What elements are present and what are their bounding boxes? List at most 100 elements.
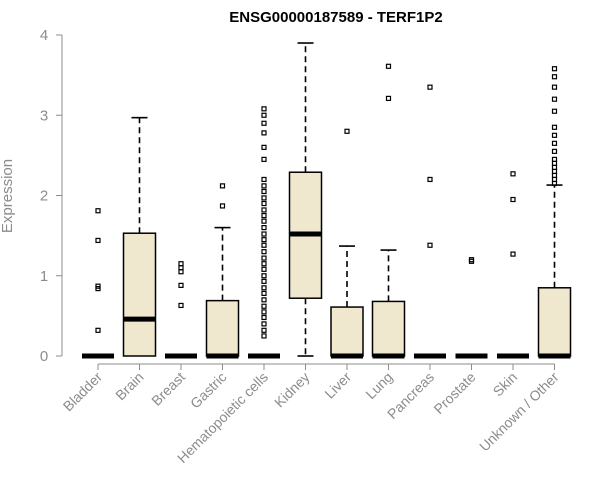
outlier-point <box>261 237 267 243</box>
outlier-point <box>551 148 558 154</box>
box-iqr <box>371 300 406 357</box>
box-group <box>497 171 529 359</box>
outlier-point <box>551 132 558 138</box>
outlier-point <box>95 327 101 333</box>
outlier-point <box>261 231 267 237</box>
y-tick-label: 1 <box>40 268 48 285</box>
x-tick-label: Brain <box>112 369 146 403</box>
outlier-point <box>178 265 184 271</box>
outlier-point <box>261 130 267 136</box>
outlier-point <box>261 273 267 279</box>
outlier-point <box>261 200 267 207</box>
outlier-point <box>510 171 516 177</box>
outlier-point <box>178 269 184 275</box>
box-iqr <box>122 232 157 357</box>
outlier-point <box>385 63 392 69</box>
box-group <box>248 106 280 359</box>
outlier-point <box>261 176 267 183</box>
outlier-point <box>261 266 267 272</box>
outlier-point <box>178 302 184 309</box>
outlier-point <box>551 140 558 146</box>
outlier-point <box>261 278 267 284</box>
x-tick-label: Liver <box>321 369 354 402</box>
outlier-point <box>261 120 267 126</box>
outlier-point <box>261 212 267 219</box>
outlier-point <box>261 314 267 321</box>
outlier-point <box>261 327 267 333</box>
outlier-point <box>551 164 558 171</box>
outlier-point <box>219 183 226 189</box>
box-group <box>122 116 157 357</box>
outlier-point <box>427 176 433 183</box>
outlier-point <box>261 195 267 201</box>
box-group <box>330 128 364 359</box>
x-tick-label: Unknown / Other <box>476 369 562 455</box>
outlier-point <box>261 297 267 303</box>
outlier-point <box>551 160 558 166</box>
x-tick-label: Bladder <box>60 369 106 415</box>
box-group <box>455 257 488 359</box>
outlier-point <box>551 96 558 102</box>
boxes <box>82 42 572 359</box>
outlier-point <box>261 188 267 195</box>
x-tick-label: Skin <box>490 369 521 400</box>
y-tick-label: 4 <box>40 27 48 44</box>
outlier-point <box>551 84 558 90</box>
outlier-point <box>551 74 558 80</box>
outlier-point <box>551 176 558 183</box>
y-tick-label: 2 <box>40 188 48 205</box>
y-tick-label: 0 <box>40 348 48 365</box>
box-iqr <box>205 299 240 357</box>
outlier-point <box>261 321 267 327</box>
outlier-point <box>261 112 267 118</box>
outlier-point <box>551 168 558 175</box>
outlier-point <box>261 106 267 112</box>
outlier-point <box>510 251 516 257</box>
outlier-point <box>551 124 558 130</box>
outlier-point <box>219 203 226 209</box>
outlier-point <box>261 309 267 315</box>
outlier-point <box>261 261 267 267</box>
outlier-point <box>261 207 267 213</box>
x-tick-label: Lung <box>362 369 395 402</box>
x-tick-label: Kidney <box>271 369 313 411</box>
outlier-point <box>344 128 350 134</box>
outlier-point <box>551 156 558 162</box>
x-tick-label: Breast <box>148 369 188 409</box>
outlier-point <box>551 108 558 114</box>
box-iqr <box>330 306 364 357</box>
box-group <box>165 261 197 359</box>
outlier-point <box>178 261 184 267</box>
outlier-point <box>261 333 267 339</box>
box-group <box>82 208 114 359</box>
box-group <box>371 63 406 359</box>
box-group <box>537 66 572 359</box>
outlier-point <box>95 237 101 244</box>
outlier-point <box>95 283 101 289</box>
outlier-point <box>427 242 433 248</box>
outlier-point <box>385 95 392 101</box>
axes: 0 1 2 3 4 <box>40 27 555 365</box>
outlier-point <box>261 303 267 309</box>
outlier-point <box>261 183 267 189</box>
outlier-point <box>261 225 267 231</box>
chart-title: ENSG00000187589 - TERF1P2 <box>229 9 442 26</box>
outlier-point <box>261 156 267 162</box>
box-group <box>288 42 323 357</box>
outlier-point <box>178 282 184 288</box>
x-tick-label: Prostate <box>430 369 478 417</box>
outlier-point <box>261 249 267 255</box>
outlier-point <box>261 290 267 297</box>
outlier-point <box>468 257 475 263</box>
y-axis-label: Expression <box>0 159 16 233</box>
box-group <box>414 84 446 359</box>
y-tick-label: 3 <box>40 107 48 124</box>
outlier-point <box>261 285 267 291</box>
outlier-point <box>95 208 101 214</box>
outlier-point <box>261 242 267 248</box>
box-iqr <box>537 287 572 357</box>
outlier-point <box>261 218 267 224</box>
box-group <box>205 183 240 359</box>
